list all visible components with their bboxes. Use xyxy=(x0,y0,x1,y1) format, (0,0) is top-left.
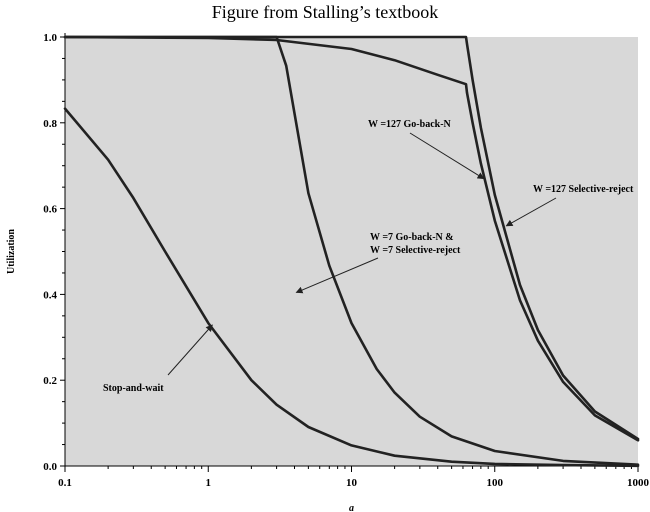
annotation-layer: Stop-and-wait W =7 Go-back-N & W =7 Select… xyxy=(103,119,634,394)
annotation-arrow xyxy=(295,257,379,294)
y-tick-label: 1.0 xyxy=(43,32,57,44)
annotation-arrow xyxy=(409,132,485,180)
x-tick-label: 10 xyxy=(346,477,358,489)
x-tick-label: 0.1 xyxy=(58,477,72,489)
series-line-1 xyxy=(63,107,640,468)
annotation-w7-line1: W =7 Go-back-N & xyxy=(370,232,454,243)
y-tick-label: 0.6 xyxy=(43,204,57,216)
annotation-arrow xyxy=(167,324,213,376)
series-line-3 xyxy=(63,35,640,442)
y-tick-label: 0.4 xyxy=(43,289,57,301)
x-tick-label: 1 xyxy=(206,477,212,489)
chart-title: Figure from Stalling’s textbook xyxy=(211,2,439,22)
x-tick-label: 1000 xyxy=(627,477,650,489)
annotation-w7-line2: W =7 Selective-reject xyxy=(370,245,461,256)
x-tick-label: 100 xyxy=(487,477,504,489)
annotation-stop-and-wait: Stop-and-wait xyxy=(103,383,164,394)
x-axis-label: a xyxy=(349,503,354,512)
y-tick-label: 0.2 xyxy=(43,375,57,387)
annotation-w127-sr: W =127 Selective-reject xyxy=(533,184,634,195)
plot-area xyxy=(65,37,638,466)
y-tick-label: 0.0 xyxy=(43,461,57,473)
y-axis-label: Utilization xyxy=(6,229,17,274)
axes: 0.0 0.2 0.4 0.6 0.8 1.0 0.1 1 10 100 1000 Utilizati… xyxy=(6,32,650,512)
annotation-w127-gbn: W =127 Go-back-N xyxy=(368,119,452,130)
series-layer xyxy=(63,35,640,468)
series-line-4 xyxy=(63,35,640,441)
annotation-arrow xyxy=(505,197,557,227)
y-tick-label: 0.8 xyxy=(43,118,57,130)
